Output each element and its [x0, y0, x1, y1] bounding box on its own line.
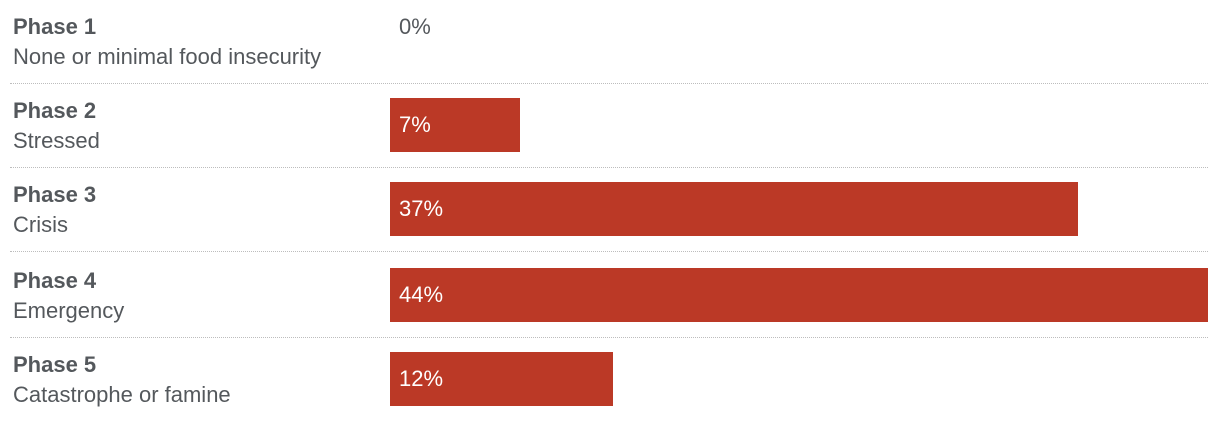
row-divider [10, 251, 1208, 252]
bar-value-label: 7% [399, 112, 431, 137]
phase-description: Emergency [13, 298, 125, 323]
chart-row: Phase 3 Crisis 37% [0, 168, 1220, 252]
phase-description: Crisis [13, 212, 68, 237]
chart-row: Phase 5 Catastrophe or famine 12% [0, 338, 1220, 422]
chart-row: Phase 2 Stressed 7% [0, 84, 1220, 168]
bar-value-label: 44% [399, 282, 444, 307]
phase-name: Phase 4 [13, 268, 97, 293]
category-label: Phase 2 Stressed [13, 96, 383, 156]
row-divider [10, 83, 1208, 84]
phase-name: Phase 2 [13, 98, 97, 123]
chart-row: Phase 1 None or minimal food insecurity … [0, 0, 1220, 84]
phase-name: Phase 5 [13, 352, 97, 377]
phase-description: None or minimal food insecurity [13, 44, 322, 69]
category-label: Phase 4 Emergency [13, 266, 383, 326]
phase-name: Phase 1 [13, 14, 97, 39]
bar [390, 268, 1208, 322]
bar [390, 352, 613, 406]
phase-name: Phase 3 [13, 182, 97, 207]
phase-description: Catastrophe or famine [13, 382, 231, 407]
category-label: Phase 5 Catastrophe or famine [13, 350, 383, 410]
bar-value-label: 37% [399, 196, 444, 221]
row-divider [10, 337, 1208, 338]
bar [390, 98, 520, 152]
bar-value-label: 0% [399, 14, 431, 39]
bar-value-label: 12% [399, 366, 444, 391]
category-label: Phase 3 Crisis [13, 180, 383, 240]
row-divider [10, 167, 1208, 168]
phase-description: Stressed [13, 128, 100, 153]
chart-row: Phase 4 Emergency 44% [0, 254, 1220, 338]
bar [390, 182, 1078, 236]
category-label: Phase 1 None or minimal food insecurity [13, 12, 383, 72]
